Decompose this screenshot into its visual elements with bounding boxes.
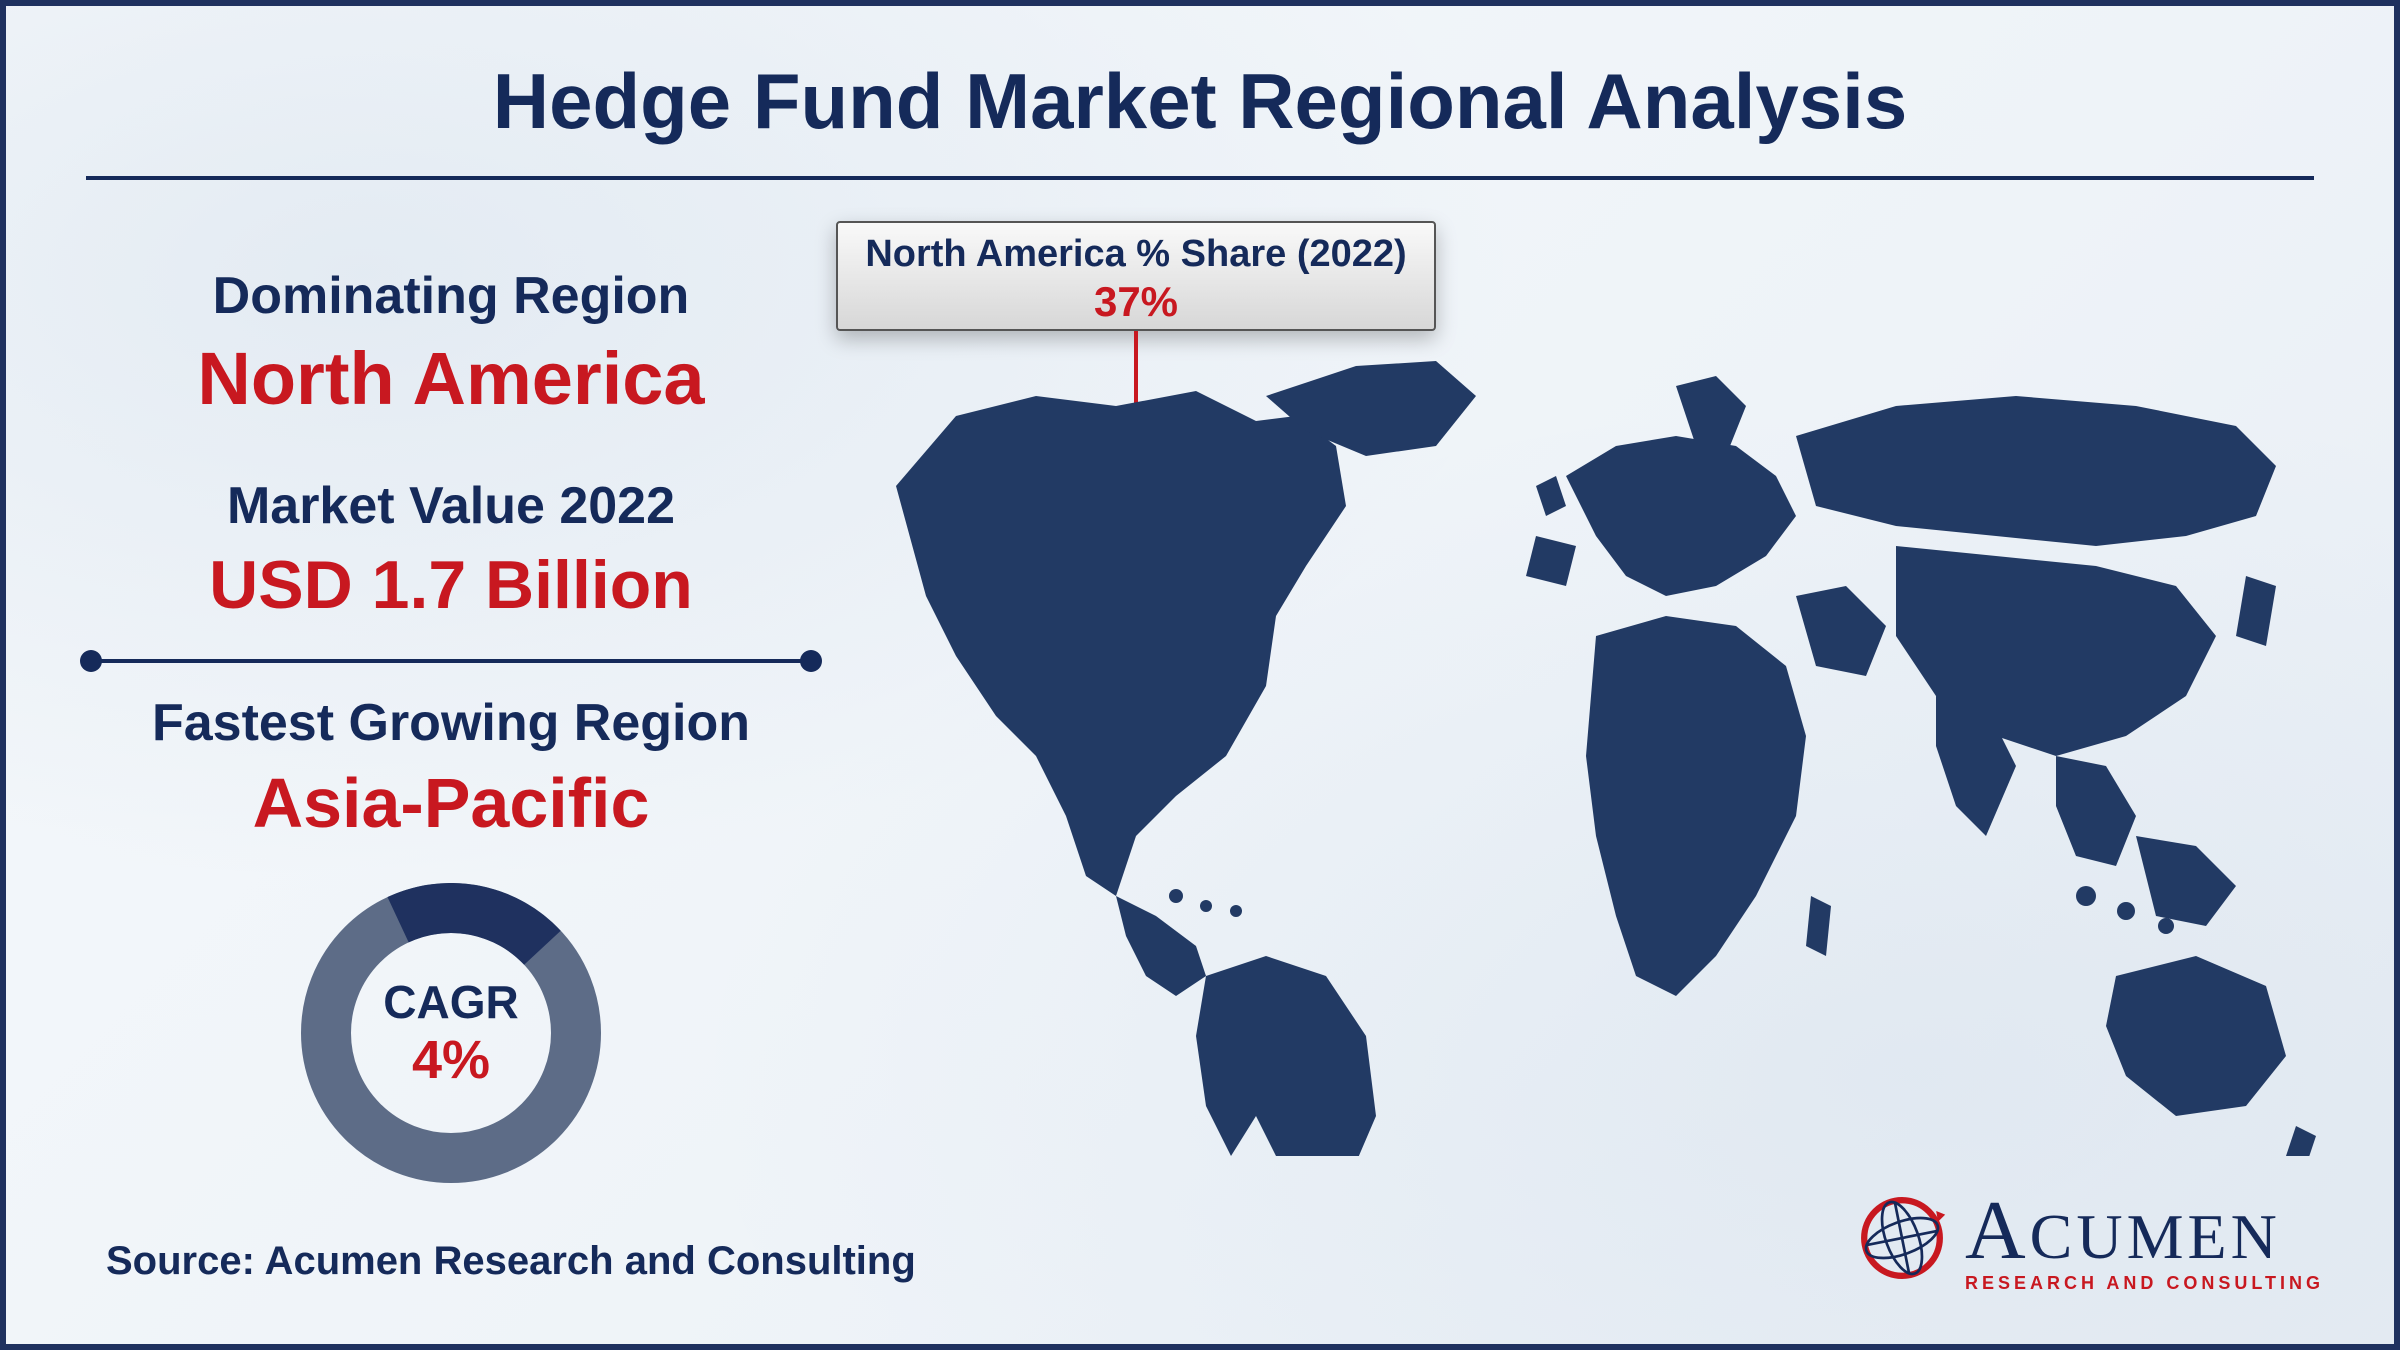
world-map xyxy=(836,336,2336,1156)
fastest-label: Fastest Growing Region xyxy=(66,693,836,753)
page-title: Hedge Fund Market Regional Analysis xyxy=(6,56,2394,147)
cagr-donut: CAGR 4% xyxy=(301,883,601,1183)
market-label: Market Value 2022 xyxy=(66,476,836,536)
stat-dominating: Dominating Region North America xyxy=(66,266,836,421)
title-underline xyxy=(86,176,2314,180)
share-callout: North America % Share (2022) 37% xyxy=(836,221,1436,331)
dominating-value: North America xyxy=(66,336,836,421)
stats-column: Dominating Region North America Market V… xyxy=(66,266,836,1183)
logo-text: ACUMEN RESEARCH AND CONSULTING xyxy=(1965,1182,2324,1294)
fastest-value: Asia-Pacific xyxy=(66,763,836,843)
infographic-frame: Hedge Fund Market Regional Analysis Domi… xyxy=(0,0,2400,1350)
callout-value: 37% xyxy=(850,278,1422,326)
logo-initial: A xyxy=(1965,1184,2030,1277)
logo-rest: CUMEN xyxy=(2030,1201,2281,1272)
stat-market-value: Market Value 2022 USD 1.7 Billion xyxy=(66,476,836,624)
logo-subtitle: RESEARCH AND CONSULTING xyxy=(1965,1273,2324,1294)
donut-value: 4% xyxy=(412,1029,490,1091)
callout-title: North America % Share (2022) xyxy=(850,233,1422,276)
globe-icon xyxy=(1857,1193,1947,1283)
stat-fastest: Fastest Growing Region Asia-Pacific xyxy=(66,693,836,843)
dominating-label: Dominating Region xyxy=(66,266,836,326)
stats-separator xyxy=(91,659,811,663)
market-value: USD 1.7 Billion xyxy=(66,546,836,624)
logo-name: ACUMEN xyxy=(1965,1182,2281,1279)
donut-center: CAGR 4% xyxy=(301,883,601,1183)
brand-logo: ACUMEN RESEARCH AND CONSULTING xyxy=(1857,1182,2324,1294)
source-text: Source: Acumen Research and Consulting xyxy=(106,1239,916,1284)
donut-label: CAGR xyxy=(383,975,518,1029)
